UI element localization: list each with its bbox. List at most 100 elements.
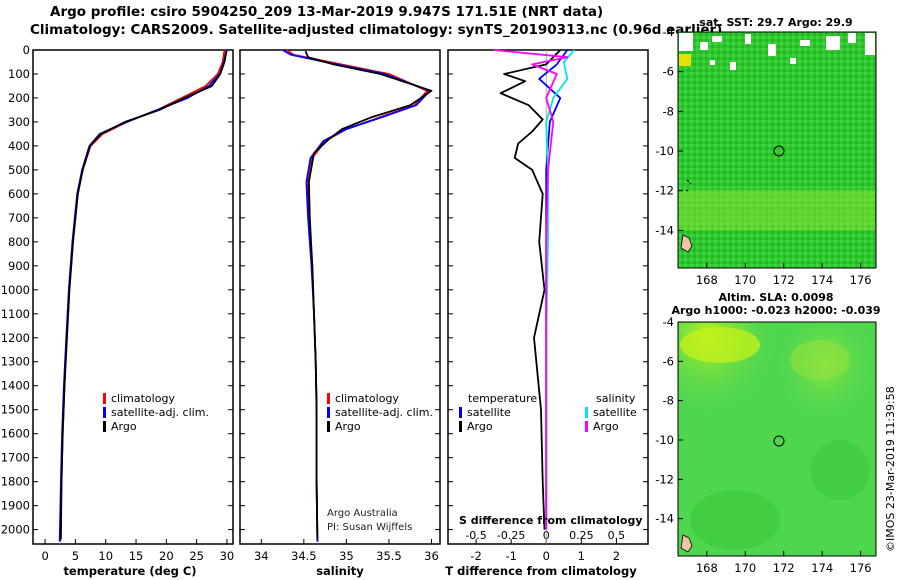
temperature-legend: climatology satellite-adj. clim. Argo [103, 392, 209, 433]
y-tick-label: 1800 [1, 475, 30, 489]
legend-satellite-label: satellite-adj. clim. [335, 406, 433, 419]
sst-map-title: sat. SST: 29.7 Argo: 29.9 [699, 16, 852, 29]
x-tick-label: 35 [339, 549, 354, 563]
y-tick-label: 2000 [1, 523, 30, 537]
lat-tick-label: -12 [655, 472, 674, 486]
x2-tick-label: 0.25 [569, 529, 594, 542]
lat-tick-label: -12 [655, 184, 674, 198]
lon-tick-label: 174 [811, 561, 833, 575]
x-tick-label: 36 [424, 549, 439, 563]
x2-tick-label: 0.5 [608, 529, 626, 542]
legend-argo-label: Argo [111, 420, 137, 433]
x2-tick-label: -0.25 [497, 529, 525, 542]
lat-tick-label: -10 [655, 433, 674, 447]
x-tick-label: 2 [613, 549, 620, 563]
y-tick-label: 1500 [1, 403, 30, 417]
y-tick-label: 100 [8, 67, 30, 81]
temperature-plot-frame [32, 49, 234, 545]
y-tick-label: 1100 [1, 307, 30, 321]
x-tick-label: 1 [578, 549, 585, 563]
lon-tick-label: 172 [773, 561, 795, 575]
series-argo [60, 51, 228, 540]
lat-tick-label: -4 [663, 25, 674, 39]
y-tick-label: 1600 [1, 427, 30, 441]
imos-credit: ©IMOS 23-Mar-2019 11:39:58 [884, 386, 897, 552]
y-tick-label: 800 [8, 235, 30, 249]
lon-tick-label: 172 [773, 273, 795, 287]
sla-map: Altim. SLA: 0.0098 Argo h1000: -0.023 h2… [655, 291, 880, 575]
x-tick-label: 0 [543, 549, 550, 563]
y-tick-label: 700 [8, 211, 30, 225]
legend-sal-argo-label: Argo [593, 420, 619, 433]
series-salinity-argo [493, 49, 569, 530]
legend-temp-satellite-swatch [459, 407, 462, 418]
x-tick-label: 5 [72, 549, 79, 563]
x-tick-label: 34.5 [291, 549, 317, 563]
y-tick-label: 300 [8, 115, 30, 129]
lon-tick-label: 168 [696, 561, 718, 575]
title-line1: Argo profile: csiro 5904250_209 13-Mar-2… [50, 4, 604, 20]
lon-tick-label: 174 [811, 273, 833, 287]
y-tick-label: 1400 [1, 379, 30, 393]
legend-argo-swatch [103, 421, 106, 432]
lat-tick-label: -6 [663, 65, 674, 79]
series-argo [304, 50, 433, 540]
lat-tick-label: -8 [663, 394, 674, 408]
legend-temp-argo-swatch [459, 421, 462, 432]
y-tick-label: 0 [23, 43, 30, 57]
island-outline [680, 534, 693, 553]
island-outline [680, 234, 693, 253]
sla-map-title: Altim. SLA: 0.0098 [718, 291, 833, 304]
legend-salinity-title: salinity [596, 392, 636, 405]
legend-argo-label: Argo [335, 420, 361, 433]
legend-satellite-label: satellite-adj. clim. [111, 406, 209, 419]
title-line2: Climatology: CARS2009. Satellite-adjuste… [30, 22, 723, 38]
sla-argo-heights: Argo h1000: -0.023 h2000: -0.039 [671, 304, 880, 317]
x-tick-label: 30 [220, 549, 235, 563]
difference-legend: temperature salinity satellite Argo sate… [459, 392, 637, 433]
sst-map: sat. SST: 29.7 Argo: 29.9 -4 -6 -8 -10 -12 -1… [655, 16, 877, 287]
y-tick-label: 1000 [1, 283, 30, 297]
lon-tick-label: 170 [734, 561, 756, 575]
x2-tick-label: -0.5 [465, 529, 486, 542]
x-tick-label: -2 [470, 549, 481, 563]
legend-climatology-swatch [327, 393, 330, 404]
lat-tick-label: -4 [663, 315, 674, 329]
x-tick-label: 35.5 [376, 549, 402, 563]
legend-sal-satellite-swatch [585, 407, 588, 418]
legend-satellite-swatch [327, 407, 330, 418]
temperature-xlabel: temperature (deg C) [63, 564, 196, 578]
salinity-legend: climatology satellite-adj. clim. Argo [327, 392, 433, 433]
legend-sal-satellite-label: satellite [593, 406, 637, 419]
lat-tick-label: -6 [663, 354, 674, 368]
series-temperature-argo [499, 49, 561, 530]
lat-tick-label: -14 [655, 223, 674, 237]
salinity-plot-frame [239, 49, 441, 545]
x-tick-label: 20 [159, 549, 174, 563]
legend-climatology-label: climatology [335, 392, 399, 405]
credit-argo-australia: Argo Australia [327, 508, 398, 519]
credit-pi-name: PI: Susan Wijffels [327, 522, 412, 533]
y-tick-label: 500 [8, 163, 30, 177]
legend-climatology-label: climatology [111, 392, 175, 405]
legend-temp-argo-label: Argo [467, 420, 493, 433]
legend-argo-swatch [327, 421, 330, 432]
lat-tick-label: -8 [663, 104, 674, 118]
sst-field [677, 31, 877, 269]
x-tick-label: -1 [505, 549, 516, 563]
x-tick-label: 0 [41, 549, 48, 563]
y-tick-label: 600 [8, 187, 30, 201]
x-tick-label: 25 [189, 549, 204, 563]
x-tick-label: 10 [98, 549, 113, 563]
legend-satellite-swatch [103, 407, 106, 418]
lon-tick-label: 170 [734, 273, 756, 287]
y-tick-label: 400 [8, 139, 30, 153]
salinity-xlabel: salinity [316, 564, 364, 578]
y-tick-label: 200 [8, 91, 30, 105]
legend-sal-argo-swatch [585, 421, 588, 432]
sst-cloud-gaps [679, 33, 875, 70]
lon-tick-label: 176 [850, 273, 872, 287]
sst-warm-spot [679, 54, 691, 66]
sst-warm-band [679, 190, 875, 230]
